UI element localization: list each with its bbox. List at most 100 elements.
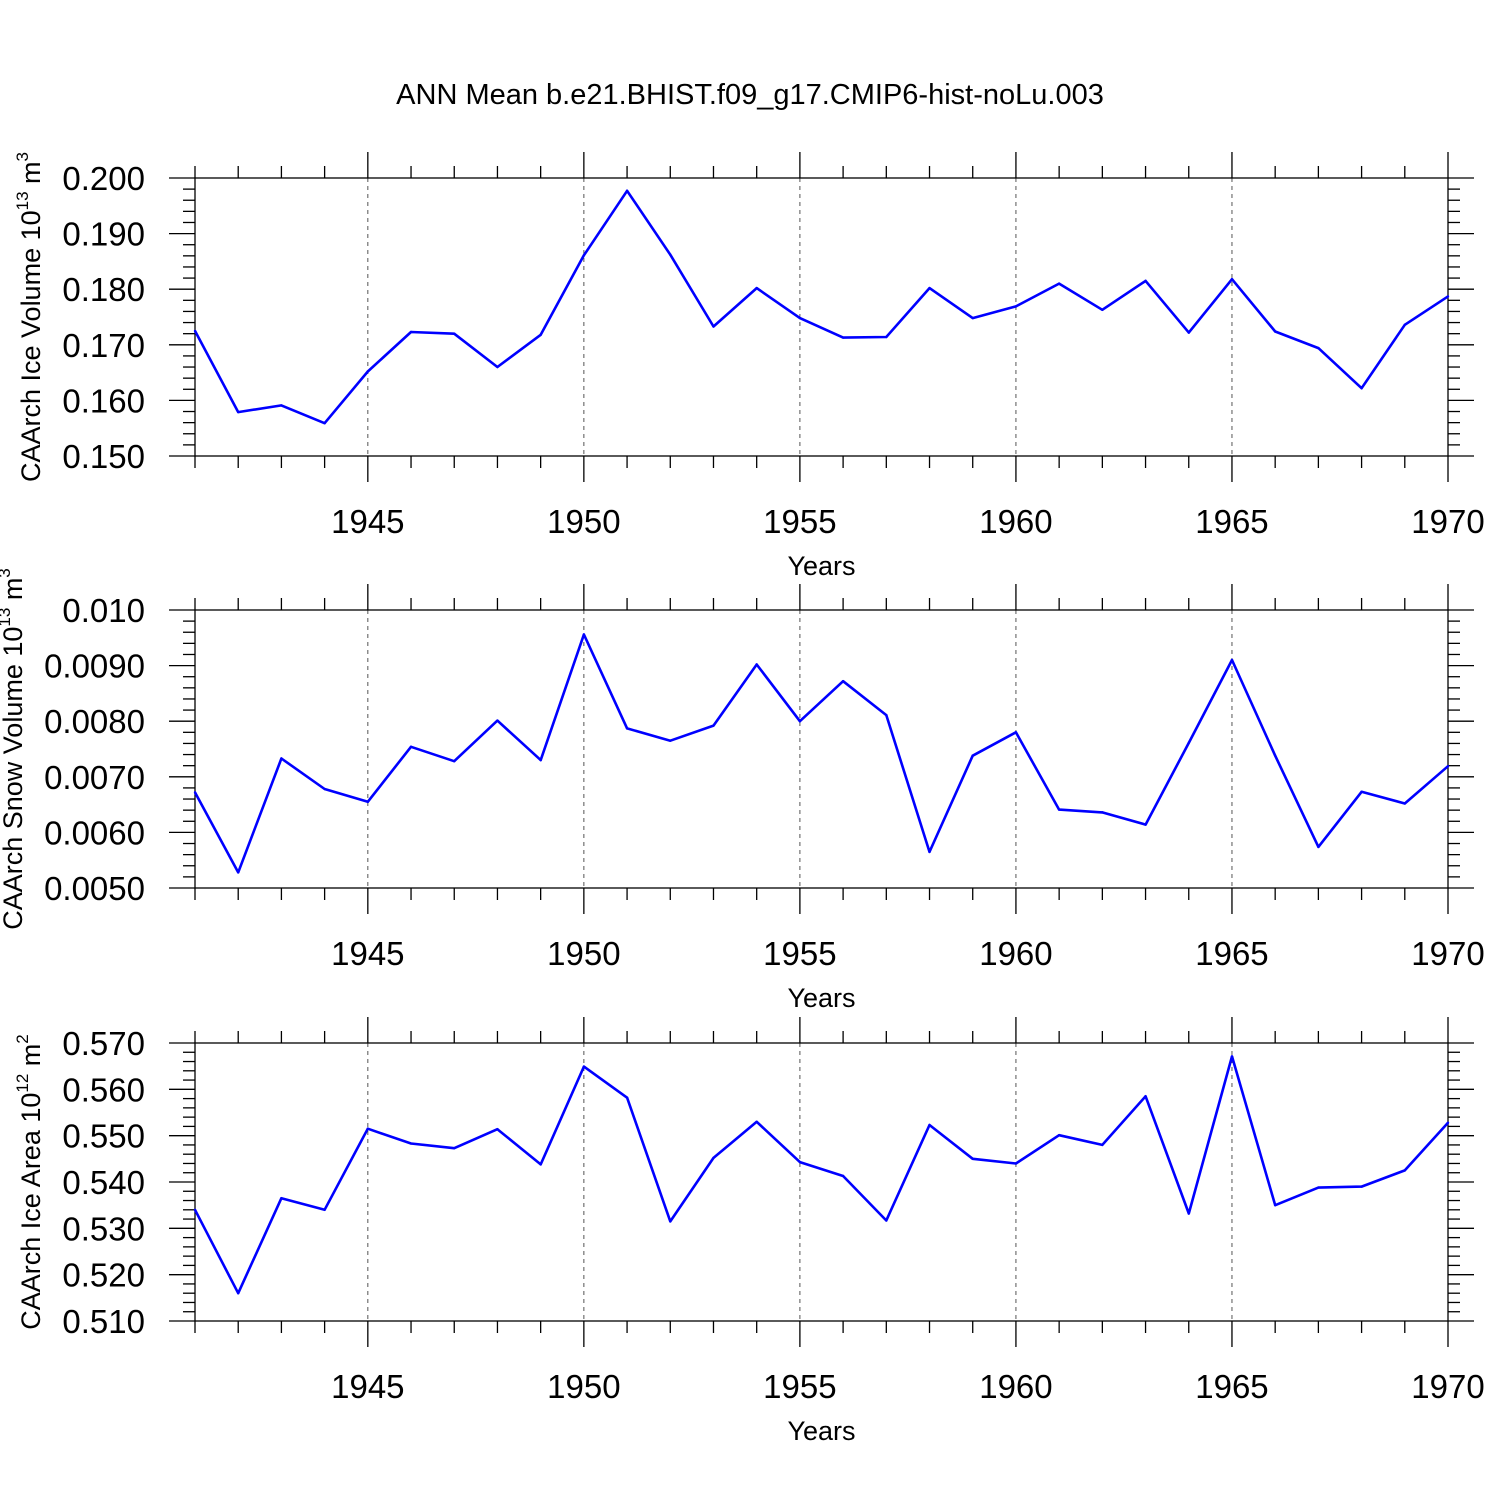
x-tick-label: 1970: [1411, 1368, 1484, 1405]
data-point: [712, 325, 715, 328]
data-point: [582, 254, 586, 257]
data-point: [928, 286, 931, 290]
data-point: [323, 787, 326, 791]
data-point: [409, 330, 413, 334]
data-point: [582, 633, 586, 636]
x-tick-label: 1950: [547, 503, 620, 540]
y-axis-title-unit-exponent: 2: [13, 1034, 32, 1043]
data-point: [885, 335, 888, 339]
data-point: [539, 1163, 542, 1166]
data-point: [237, 1292, 240, 1295]
data-point: [366, 800, 370, 804]
data-point: [366, 370, 370, 373]
data-point: [1144, 823, 1147, 826]
data-point: [712, 724, 715, 727]
data-point: [669, 1220, 672, 1223]
data-point: [712, 1156, 715, 1160]
data-point: [1230, 658, 1234, 662]
y-tick-label: 0.0050: [44, 870, 145, 907]
y-tick-label: 0.0090: [44, 648, 145, 685]
y-tick-label: 0.560: [62, 1071, 145, 1108]
y-axis-title-text: CAArch Ice Volume 10: [16, 210, 46, 482]
data-point: [539, 758, 542, 762]
data-point: [1446, 1121, 1450, 1124]
x-tick-label: 1960: [979, 1368, 1052, 1405]
series-line-1: [193, 633, 1449, 874]
data-point: [1144, 1095, 1147, 1098]
data-point: [1317, 346, 1320, 350]
data-point: [885, 1219, 888, 1222]
y-axis-title-unit: m: [16, 161, 46, 191]
data-point: [453, 1146, 456, 1150]
data-point: [1187, 741, 1190, 745]
x-tick-label: 1965: [1195, 935, 1268, 972]
data-point: [280, 1197, 283, 1200]
data-point: [971, 1157, 974, 1161]
data-point: [323, 421, 326, 425]
data-point: [841, 1174, 845, 1178]
y-tick-label: 0.550: [62, 1118, 145, 1155]
data-point: [409, 1142, 413, 1145]
x-tick-label: 1955: [763, 1368, 836, 1405]
x-tick-label: 1955: [763, 935, 836, 972]
data-point: [1273, 330, 1277, 333]
data-point: [928, 850, 931, 854]
plot-frame: [194, 1042, 1449, 1322]
y-tick-label: 0.510: [62, 1303, 145, 1340]
y-axis-title-unit: m: [0, 578, 28, 608]
panel-3: 0.510 0.520 0.530 0.540 0.550 0.560 0.570 1945 1…: [13, 1017, 1485, 1446]
data-point: [1273, 1203, 1277, 1207]
data-point: [1014, 305, 1018, 308]
data-point: [1057, 282, 1061, 285]
data-point: [1446, 765, 1450, 768]
data-point: [625, 1096, 629, 1099]
data-point: [1101, 308, 1104, 311]
data-point: [1014, 731, 1018, 734]
data-point: [409, 745, 413, 748]
data-point: [841, 336, 845, 339]
data-point: [1187, 1212, 1190, 1215]
x-tick-label: 1945: [331, 1368, 404, 1405]
data-point: [1403, 1169, 1406, 1172]
y-tick-label: 0.540: [62, 1164, 145, 1201]
data-point: [1230, 277, 1234, 281]
data-point: [496, 719, 499, 722]
data-point: [193, 1208, 197, 1212]
data-point: [237, 410, 240, 414]
data-point: [496, 365, 499, 369]
y-tick-label: 0.520: [62, 1257, 145, 1294]
plot-frame: [194, 609, 1449, 889]
data-point: [755, 286, 758, 290]
data-point: [625, 189, 629, 192]
x-axis-title: Years: [787, 551, 855, 581]
x-tick-label: 1945: [331, 935, 404, 972]
data-point: [496, 1127, 499, 1131]
plot-frame: [194, 177, 1449, 457]
data-point: [798, 1160, 802, 1164]
x-tick-label: 1960: [979, 935, 1052, 972]
data-point: [1014, 1162, 1018, 1165]
data-point: [971, 316, 974, 320]
y-axis-title-unit-exponent: 3: [0, 568, 14, 577]
data-point: [669, 253, 672, 256]
panel-2: 0.0050 0.0060 0.0070 0.0080 0.0090 0.010 1945 1…: [0, 568, 1485, 1013]
series-line-1: [193, 189, 1449, 425]
data-point: [971, 754, 974, 757]
y-axis-title-exponent: 13: [0, 608, 14, 627]
x-tick-label: 1970: [1411, 935, 1484, 972]
data-point: [323, 1208, 326, 1212]
y-axis-title-unit: m: [16, 1044, 46, 1074]
y-axis-title-text: CAArch Ice Area 10: [16, 1093, 46, 1330]
data-point: [193, 329, 197, 333]
y-axis-title-text: CAArch Snow Volume 10: [0, 627, 28, 930]
data-point: [928, 1123, 931, 1127]
data-point: [280, 404, 283, 407]
chart-title: ANN Mean b.e21.BHIST.f09_g17.CMIP6-hist-…: [396, 79, 1104, 111]
data-point: [453, 760, 456, 763]
data-point: [1317, 845, 1320, 849]
y-tick-label: 0.180: [62, 271, 145, 308]
y-tick-label: 0.0080: [44, 703, 145, 740]
y-tick-label: 0.0070: [44, 759, 145, 796]
y-axis-title: CAArch Snow Volume 1013 m3: [0, 568, 28, 930]
data-point: [582, 1065, 586, 1068]
